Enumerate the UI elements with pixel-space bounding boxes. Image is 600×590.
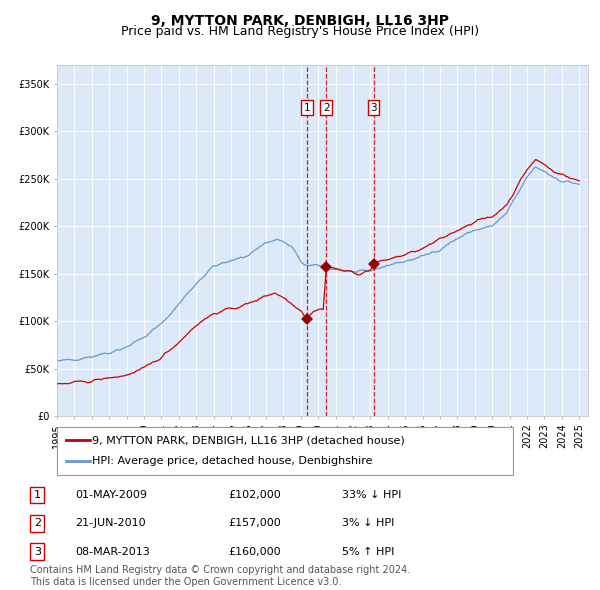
- Text: 9, MYTTON PARK, DENBIGH, LL16 3HP: 9, MYTTON PARK, DENBIGH, LL16 3HP: [151, 14, 449, 28]
- Text: 3: 3: [370, 103, 377, 113]
- Text: 3% ↓ HPI: 3% ↓ HPI: [342, 519, 394, 528]
- Text: 9, MYTTON PARK, DENBIGH, LL16 3HP (detached house): 9, MYTTON PARK, DENBIGH, LL16 3HP (detac…: [92, 435, 404, 445]
- Text: Price paid vs. HM Land Registry's House Price Index (HPI): Price paid vs. HM Land Registry's House …: [121, 25, 479, 38]
- Text: 33% ↓ HPI: 33% ↓ HPI: [342, 490, 401, 500]
- Text: 21-JUN-2010: 21-JUN-2010: [75, 519, 146, 528]
- Text: 2: 2: [34, 519, 41, 528]
- Text: £157,000: £157,000: [228, 519, 281, 528]
- Text: 3: 3: [34, 547, 41, 556]
- Text: 1: 1: [304, 103, 310, 113]
- Text: £160,000: £160,000: [228, 547, 281, 556]
- Text: HPI: Average price, detached house, Denbighshire: HPI: Average price, detached house, Denb…: [92, 457, 372, 467]
- Text: £102,000: £102,000: [228, 490, 281, 500]
- Text: 01-MAY-2009: 01-MAY-2009: [75, 490, 147, 500]
- Text: Contains HM Land Registry data © Crown copyright and database right 2024.
This d: Contains HM Land Registry data © Crown c…: [30, 565, 410, 587]
- Text: 5% ↑ HPI: 5% ↑ HPI: [342, 547, 394, 556]
- Text: 08-MAR-2013: 08-MAR-2013: [75, 547, 150, 556]
- Text: 1: 1: [34, 490, 41, 500]
- Text: 2: 2: [323, 103, 329, 113]
